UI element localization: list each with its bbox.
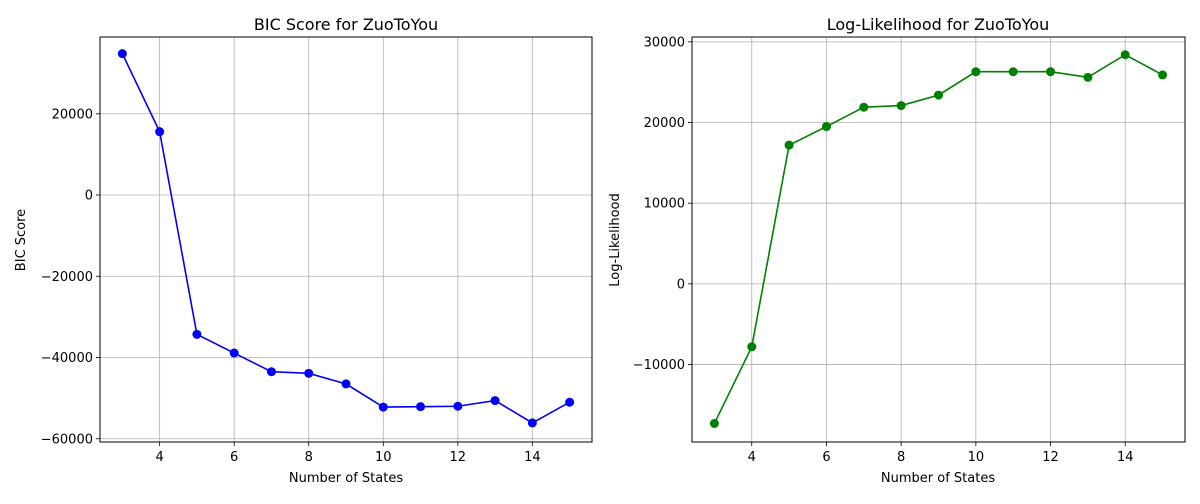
x-tick-label: 8 [305, 450, 313, 465]
x-tick-label: 10 [968, 450, 985, 465]
x-tick-label: 4 [155, 450, 163, 465]
x-tick-label: 14 [1117, 450, 1134, 465]
data-point [453, 401, 463, 411]
x-tick-label: 6 [230, 450, 238, 465]
y-axis-label: BIC Score [14, 209, 29, 271]
y-tick-label: 20000 [644, 116, 685, 131]
axes-frame [691, 36, 1186, 443]
y-axis-label: Log-Likelihood [608, 193, 623, 286]
data-point [934, 90, 943, 100]
x-tick-label: 10 [375, 450, 392, 465]
data-point [117, 49, 127, 59]
data-point [709, 418, 719, 428]
data-point [1083, 72, 1093, 82]
data-point [527, 418, 537, 428]
bic-chart: BIC Score for ZuoToYou 4 6 8 10 12 14 20000 0 −2… [14, 15, 593, 486]
data-point [229, 348, 239, 358]
chart-title: BIC Score for ZuoToYou [254, 15, 438, 34]
data-point [1046, 67, 1056, 77]
x-tick-label: 12 [1042, 450, 1059, 465]
log-likelihood-chart: Log-Likelihood for ZuoToYou 4 6 8 10 12 14 300… [608, 15, 1186, 486]
series-line [121, 53, 571, 424]
x-tick-label: 12 [450, 450, 467, 465]
data-point [304, 368, 314, 378]
data-point [341, 379, 351, 389]
data-point [565, 397, 575, 407]
data-point [821, 122, 831, 132]
plot-area: 4 6 8 10 12 14 30000 20000 10000 0 −10000 [633, 35, 1186, 465]
series-line [713, 53, 1163, 424]
data-point [747, 342, 757, 352]
data-point [971, 67, 981, 77]
x-axis-label: Number of States [289, 471, 403, 486]
data-point [1158, 70, 1168, 80]
x-axis-label: Number of States [881, 471, 995, 486]
data-point [266, 367, 276, 377]
y-tick-label: −60000 [41, 432, 93, 447]
chart-title: Log-Likelihood for ZuoToYou [827, 15, 1050, 34]
data-point [416, 402, 426, 412]
axes-frame [99, 36, 593, 443]
y-tick-label: 0 [85, 189, 93, 204]
data-point [1008, 67, 1018, 77]
y-tick-label: −40000 [41, 351, 93, 366]
data-point [1120, 50, 1130, 60]
data-point [192, 329, 202, 339]
y-tick-label: 20000 [52, 107, 93, 122]
y-tick-label: 30000 [644, 35, 685, 50]
data-point [784, 140, 794, 150]
data-point [490, 396, 500, 406]
plot-area: 4 6 8 10 12 14 20000 0 −20000 −40000 −60000 [41, 36, 593, 465]
x-tick-label: 4 [748, 450, 756, 465]
data-point [155, 127, 165, 137]
x-tick-label: 14 [524, 450, 541, 465]
y-tick-label: 10000 [644, 197, 685, 212]
x-tick-label: 6 [822, 450, 830, 465]
data-point [896, 101, 906, 111]
y-tick-label: −10000 [633, 358, 685, 373]
x-tick-label: 8 [897, 450, 905, 465]
y-tick-label: −20000 [41, 270, 93, 285]
data-point [859, 102, 869, 112]
data-point [378, 402, 388, 412]
y-tick-label: 0 [677, 277, 685, 292]
